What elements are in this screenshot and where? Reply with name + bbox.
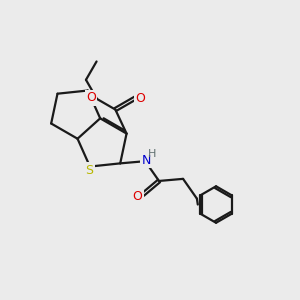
Text: O: O xyxy=(86,91,96,104)
Text: N: N xyxy=(142,154,151,167)
Text: H: H xyxy=(148,149,157,159)
Text: O: O xyxy=(133,190,142,203)
Text: O: O xyxy=(136,92,146,105)
Text: S: S xyxy=(85,164,93,177)
